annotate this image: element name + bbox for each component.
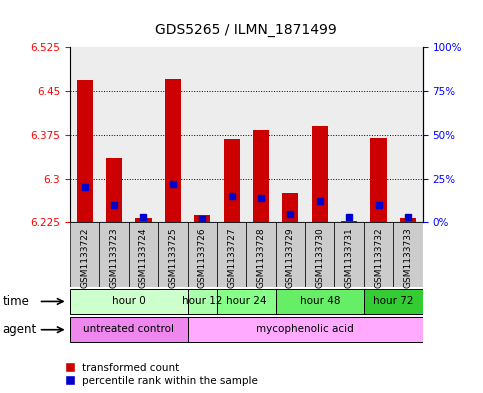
Bar xyxy=(276,289,364,314)
Bar xyxy=(334,47,364,222)
Bar xyxy=(217,47,246,222)
Text: hour 12: hour 12 xyxy=(182,296,223,306)
Bar xyxy=(364,222,393,287)
Bar xyxy=(246,222,276,287)
Text: GSM1133728: GSM1133728 xyxy=(256,228,266,288)
Text: GSM1133729: GSM1133729 xyxy=(286,228,295,288)
Bar xyxy=(129,222,158,287)
Bar xyxy=(305,47,335,222)
Bar xyxy=(253,130,269,222)
Bar xyxy=(370,138,386,222)
Bar xyxy=(187,317,423,342)
Bar xyxy=(158,222,187,287)
Bar xyxy=(364,47,393,222)
Text: GSM1133733: GSM1133733 xyxy=(403,228,412,288)
Text: GSM1133731: GSM1133731 xyxy=(345,228,354,288)
Bar xyxy=(106,158,122,222)
Bar xyxy=(246,47,276,222)
Bar xyxy=(341,221,357,222)
Text: hour 48: hour 48 xyxy=(299,296,340,306)
Text: time: time xyxy=(2,295,29,308)
Bar xyxy=(187,222,217,287)
Bar xyxy=(283,193,298,222)
Text: GSM1133730: GSM1133730 xyxy=(315,228,324,288)
Bar xyxy=(165,79,181,222)
Bar xyxy=(312,126,328,222)
Text: GSM1133725: GSM1133725 xyxy=(169,228,177,288)
Text: GSM1133727: GSM1133727 xyxy=(227,228,236,288)
Bar xyxy=(276,47,305,222)
Bar xyxy=(393,47,423,222)
Bar xyxy=(217,289,276,314)
Bar xyxy=(217,222,246,287)
Text: GSM1133732: GSM1133732 xyxy=(374,228,383,288)
Bar xyxy=(187,289,217,314)
Text: GDS5265 / ILMN_1871499: GDS5265 / ILMN_1871499 xyxy=(156,23,337,37)
Bar xyxy=(224,139,240,222)
Bar xyxy=(194,215,210,222)
Bar xyxy=(334,222,364,287)
Bar xyxy=(364,289,423,314)
Bar xyxy=(276,222,305,287)
Text: mycophenolic acid: mycophenolic acid xyxy=(256,324,354,334)
Bar xyxy=(99,47,129,222)
Text: hour 0: hour 0 xyxy=(112,296,146,306)
Text: GSM1133726: GSM1133726 xyxy=(198,228,207,288)
Text: agent: agent xyxy=(2,323,37,336)
Bar xyxy=(99,222,129,287)
Text: GSM1133723: GSM1133723 xyxy=(110,228,119,288)
Text: hour 72: hour 72 xyxy=(373,296,413,306)
Legend: transformed count, percentile rank within the sample: transformed count, percentile rank withi… xyxy=(66,363,258,386)
Text: hour 24: hour 24 xyxy=(226,296,267,306)
Bar xyxy=(400,219,416,222)
Bar xyxy=(70,289,187,314)
Bar xyxy=(158,47,187,222)
Text: GSM1133724: GSM1133724 xyxy=(139,228,148,288)
Bar xyxy=(77,81,93,222)
Bar xyxy=(129,47,158,222)
Text: untreated control: untreated control xyxy=(83,324,174,334)
Bar xyxy=(393,222,423,287)
Bar xyxy=(70,222,99,287)
Bar xyxy=(305,222,335,287)
Text: GSM1133722: GSM1133722 xyxy=(80,228,89,288)
Bar xyxy=(135,218,152,222)
Bar xyxy=(70,47,99,222)
Bar xyxy=(187,47,217,222)
Bar xyxy=(70,317,187,342)
